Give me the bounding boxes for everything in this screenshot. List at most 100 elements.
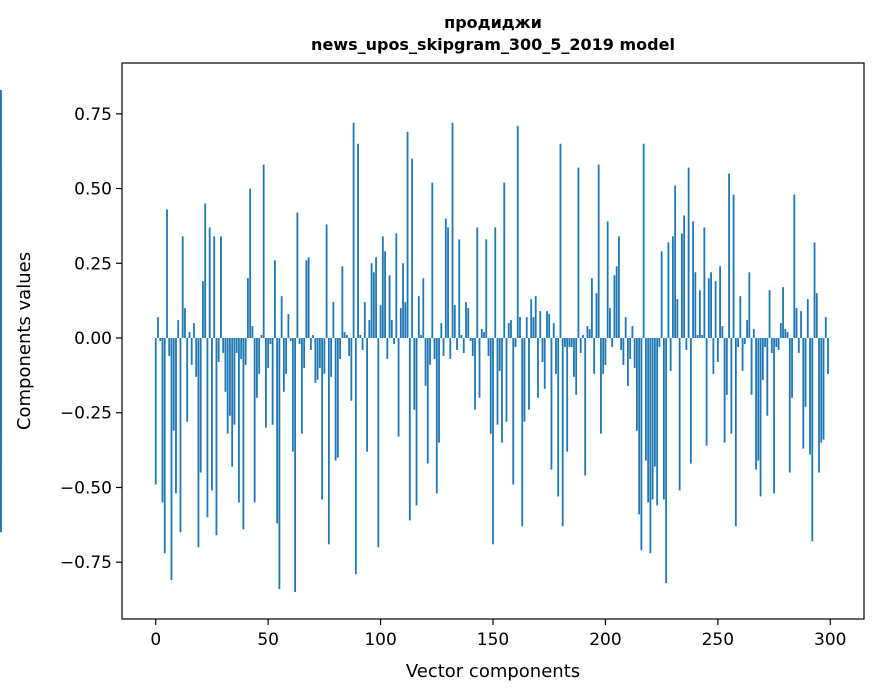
- bar: [460, 335, 463, 339]
- bar: [656, 338, 659, 506]
- bar: [181, 236, 184, 339]
- bar: [606, 221, 609, 339]
- y-tick-label: −0.50: [60, 478, 112, 498]
- bar: [235, 338, 238, 353]
- bar: [413, 338, 416, 410]
- bar: [336, 338, 339, 458]
- bar: [370, 263, 373, 339]
- x-tick-label: 300: [814, 630, 846, 650]
- bar: [217, 338, 220, 362]
- bar: [739, 296, 742, 339]
- bar: [489, 338, 492, 434]
- bar: [620, 338, 623, 350]
- bar: [492, 338, 494, 545]
- bar: [426, 338, 429, 464]
- bar: [665, 338, 668, 584]
- bar: [503, 182, 506, 339]
- bar: [195, 338, 198, 377]
- bar: [746, 320, 748, 339]
- bar: [640, 338, 643, 551]
- bar: [366, 338, 368, 452]
- bar: [568, 338, 571, 347]
- bar: [474, 338, 476, 410]
- bar: [456, 338, 458, 350]
- bar: [0, 338, 2, 530]
- bar: [557, 338, 560, 497]
- bar: [642, 143, 645, 339]
- bar: [265, 338, 267, 428]
- bar: [752, 329, 755, 339]
- bar: [683, 215, 686, 339]
- bar: [797, 338, 800, 353]
- x-axis-label: Vector components: [406, 661, 580, 682]
- bar: [429, 338, 431, 365]
- bar: [593, 338, 596, 374]
- bar: [222, 338, 225, 353]
- bar: [348, 338, 350, 356]
- bar: [687, 167, 690, 339]
- bar: [184, 308, 186, 339]
- bar: [249, 188, 252, 339]
- bar: [208, 227, 211, 339]
- bar: [498, 338, 501, 371]
- bar: [372, 272, 375, 339]
- bar: [743, 338, 746, 344]
- bar: [757, 338, 760, 461]
- bar: [622, 338, 625, 365]
- bar: [689, 338, 692, 464]
- bar: [514, 338, 517, 347]
- bar: [242, 338, 245, 530]
- bar: [723, 338, 726, 443]
- bar: [555, 338, 557, 374]
- chart-title-line-2: news_upos_skipgram_300_5_2019 model: [311, 35, 675, 54]
- bar: [175, 338, 177, 494]
- bar: [791, 338, 793, 398]
- bar: [251, 326, 254, 339]
- bar: [399, 308, 402, 339]
- bar: [375, 257, 377, 339]
- bar: [262, 164, 265, 339]
- bar: [363, 302, 366, 339]
- bar: [285, 338, 288, 374]
- bar: [564, 338, 566, 347]
- bar: [231, 338, 234, 467]
- bar: [402, 263, 404, 339]
- bar: [786, 332, 789, 339]
- bar: [343, 332, 346, 339]
- bar: [188, 332, 191, 339]
- bar: [341, 266, 344, 339]
- bar: [649, 338, 652, 554]
- bar: [485, 239, 488, 339]
- bar: [815, 293, 818, 339]
- bar: [750, 338, 753, 395]
- bar: [678, 338, 681, 491]
- bar: [507, 323, 510, 339]
- bar: [431, 182, 434, 339]
- bar: [597, 164, 600, 339]
- bar: [467, 308, 470, 339]
- bar: [296, 212, 299, 339]
- bar: [638, 338, 641, 515]
- bar: [361, 338, 364, 350]
- bar: [561, 338, 564, 527]
- bar: [804, 338, 807, 407]
- bar: [602, 338, 605, 374]
- bars-group: [0, 89, 829, 593]
- bar: [404, 302, 407, 339]
- bar: [566, 338, 569, 452]
- bar: [424, 338, 427, 386]
- bar: [462, 338, 465, 353]
- bar: [692, 221, 695, 339]
- bar: [334, 338, 337, 461]
- bar: [406, 131, 409, 339]
- bar: [253, 338, 256, 503]
- bar: [710, 272, 712, 339]
- bar: [168, 338, 171, 356]
- bar: [705, 338, 708, 446]
- x-axis: 0 50 100 150 200 250 300: [150, 619, 846, 650]
- bar: [793, 194, 796, 339]
- bar: [229, 338, 231, 416]
- bar: [193, 323, 195, 339]
- bar: [442, 338, 445, 356]
- bar: [440, 323, 443, 339]
